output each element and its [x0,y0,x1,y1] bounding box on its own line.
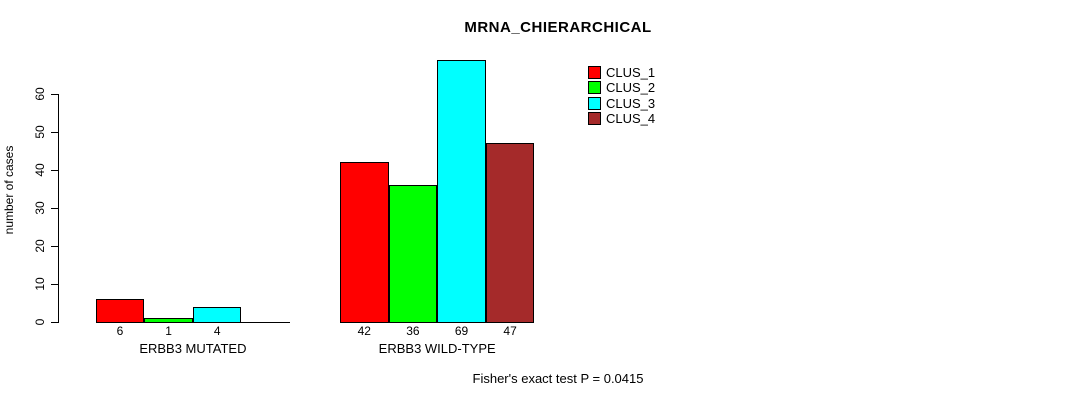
y-tick-label: 40 [33,163,47,177]
legend-swatch-clus_3 [588,96,601,110]
legend-label-clus_3: CLUS_3 [606,95,656,111]
y-axis-tick [51,94,59,95]
bar-value-label: 1 [165,324,172,338]
y-axis-tick [51,132,59,133]
y-tick-label: 20 [33,239,47,253]
bar-value-label: 42 [357,324,371,338]
bar-clus_1-group2 [340,162,389,323]
y-tick-label: 10 [33,277,47,291]
bar-clus_4-group2 [485,143,535,323]
y-axis-tick [51,322,59,323]
y-tick-label: 50 [33,125,47,139]
x-category-label: ERBB3 MUTATED [139,341,247,356]
y-axis-tick [51,284,59,285]
y-axis-tick [51,208,59,209]
legend-label-clus_1: CLUS_1 [606,65,656,80]
y-tick-label: 60 [33,87,47,101]
y-tick-label: 0 [33,318,47,326]
legend-swatch-clus_4 [588,111,601,125]
annotation-text: Fisher's exact test P = 0.0415 [472,371,644,386]
legend-swatch-clus_1 [588,66,601,79]
legend-label-clus_4: CLUS_4 [606,110,656,126]
bar-clus_2-group2 [388,185,438,323]
bar-clus_2-group1 [144,318,193,323]
legend-swatch-clus_2 [588,81,601,95]
bar-value-label: 6 [116,324,124,338]
bar-clus_3-group2 [437,59,486,323]
chart-title: MRNA_CHIERARCHICAL [464,19,652,36]
y-axis-tick [51,170,59,171]
bar-value-label: 47 [503,324,517,338]
legend-label-clus_2: CLUS_2 [606,80,656,96]
y-axis-tick [51,246,59,247]
bar-clus_3-group1 [192,306,242,323]
bar-clus_1-group1 [95,299,145,323]
y-tick-label: 30 [33,201,47,215]
x-category-label: ERBB3 WILD-TYPE [378,341,496,356]
bar-value-label: 36 [406,324,420,338]
bar-value-label: 69 [454,324,469,338]
bar-value-label: 4 [213,324,221,338]
